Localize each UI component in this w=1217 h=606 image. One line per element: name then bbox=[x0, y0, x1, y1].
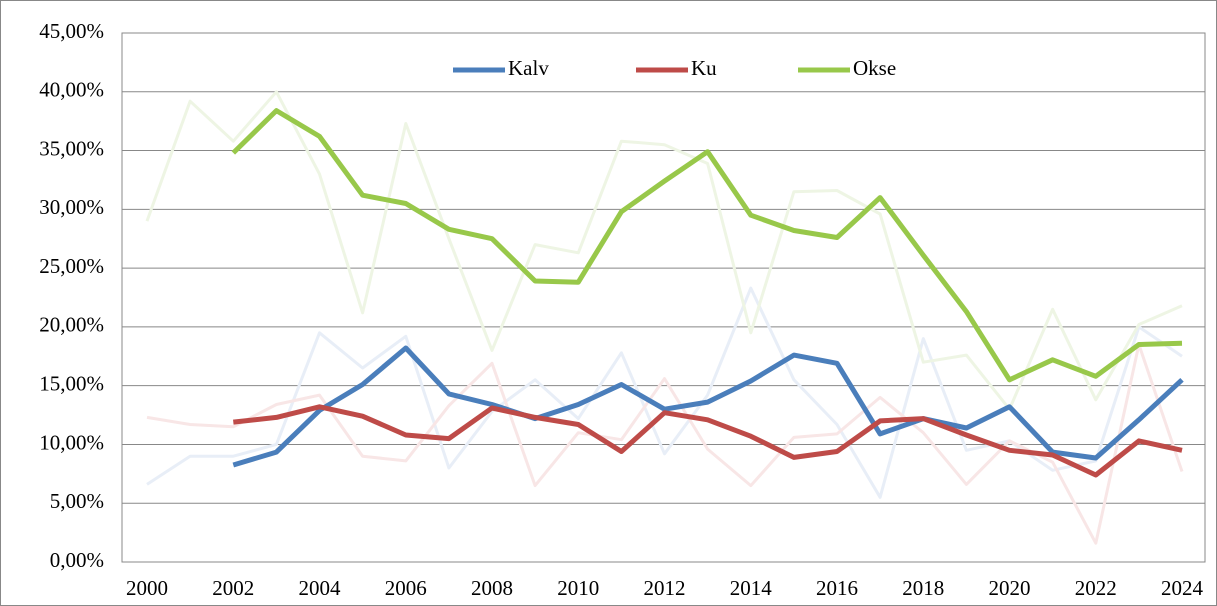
x-tick-label: 2004 bbox=[299, 576, 342, 600]
y-tick-label: 15,00% bbox=[39, 371, 104, 395]
x-tick-label: 2008 bbox=[471, 576, 513, 600]
series-line bbox=[231, 108, 1183, 383]
legend-label: Okse bbox=[853, 56, 896, 80]
x-tick-label: 2010 bbox=[557, 576, 599, 600]
x-tick-label: 2000 bbox=[126, 576, 168, 600]
legend-label: Ku bbox=[691, 56, 717, 80]
x-tick-label: 2012 bbox=[644, 576, 686, 600]
y-tick-label: 40,00% bbox=[39, 78, 104, 102]
legend-label: Kalv bbox=[508, 56, 549, 80]
y-tick-label: 45,00% bbox=[39, 19, 104, 43]
x-tick-label: 2022 bbox=[1075, 576, 1117, 600]
x-tick-label: 2020 bbox=[989, 576, 1031, 600]
series-line bbox=[146, 343, 1184, 545]
x-tick-label: 2024 bbox=[1161, 576, 1204, 600]
series-line bbox=[233, 404, 1183, 478]
x-tick-label: 2002 bbox=[212, 576, 254, 600]
y-tick-label: 20,00% bbox=[39, 313, 104, 337]
y-tick-label: 10,00% bbox=[39, 430, 104, 454]
y-tick-label: 35,00% bbox=[39, 136, 104, 160]
series-line bbox=[232, 345, 1184, 468]
y-tick-label: 5,00% bbox=[50, 489, 104, 513]
x-tick-label: 2014 bbox=[730, 576, 773, 600]
x-tick-label: 2006 bbox=[385, 576, 427, 600]
y-tick-label: 0,00% bbox=[50, 548, 104, 572]
x-tick-label: 2018 bbox=[902, 576, 944, 600]
y-tick-label: 25,00% bbox=[39, 254, 104, 278]
x-tick-label: 2016 bbox=[816, 576, 858, 600]
plot-frame bbox=[121, 32, 1206, 563]
y-tick-label: 30,00% bbox=[39, 195, 104, 219]
